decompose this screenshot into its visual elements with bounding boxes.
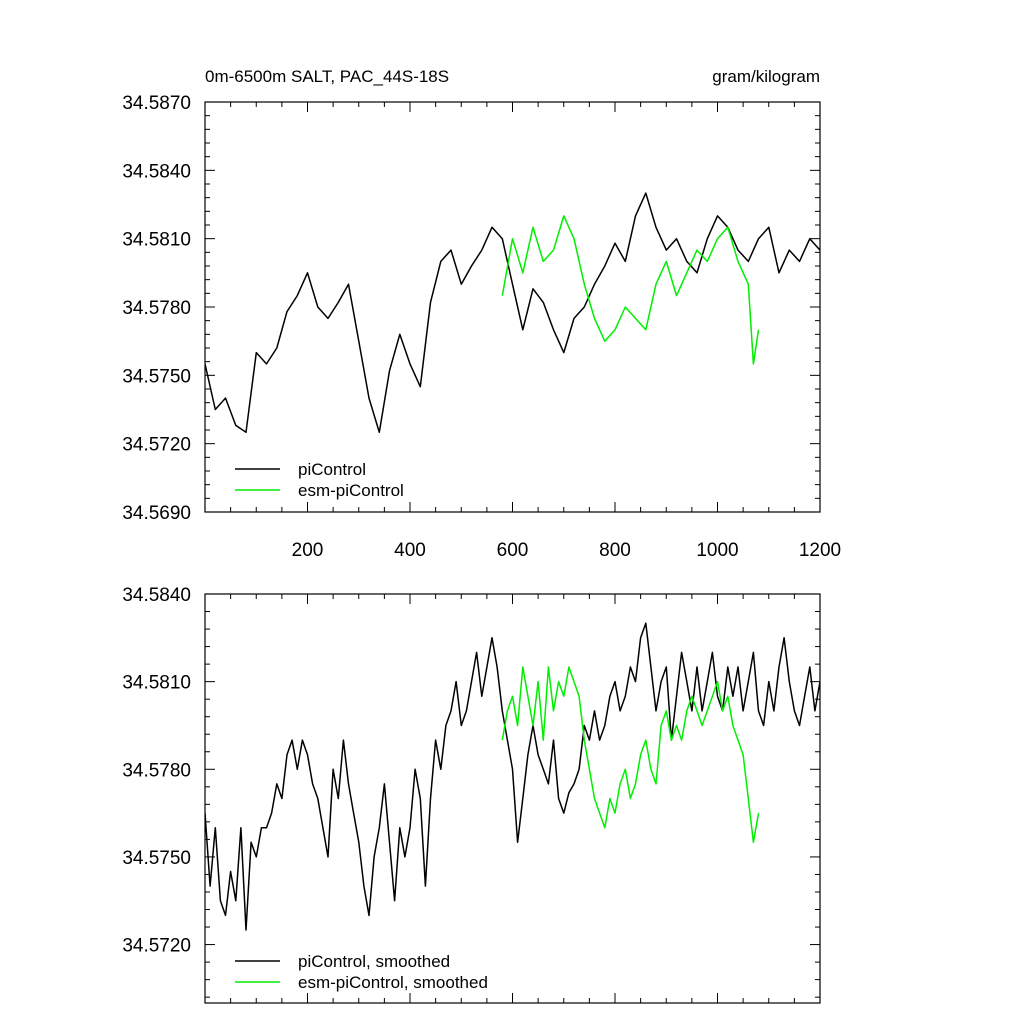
panel2-plot: 34.5720 34.5750 34.5780 34.5810 34.5840 — [122, 585, 821, 1004]
legend-label-picontrol: piControl — [298, 460, 366, 479]
panel1-series-line-1 — [501, 215, 760, 365]
panel2-series-line-0 — [205, 622, 820, 931]
panel1-xtick-label: 400 — [394, 540, 426, 561]
panel2-frame — [204, 593, 821, 1004]
panel1-ytick-label: 34.5750 — [122, 366, 191, 387]
panel1-xtick-label: 200 — [292, 540, 324, 561]
panel1-xtick-label: 800 — [599, 540, 631, 561]
legend-label-picontrol-smoothed: piControl, smoothed — [298, 952, 450, 971]
panel2-ytick-label: 34.5720 — [122, 936, 191, 957]
panel1-series-line-0 — [205, 192, 820, 434]
panel1-ytick-label: 34.5840 — [122, 161, 191, 182]
panel2-series-line-1 — [501, 666, 760, 844]
panel1-xtick-label: 1200 — [799, 540, 841, 561]
panel1-legend: piControl esm-piControl — [235, 460, 404, 500]
panel2-ytick-label: 34.5780 — [122, 760, 191, 781]
panel2-ytick-label: 34.5810 — [122, 673, 191, 694]
panel1-ytick-label: 34.5720 — [122, 435, 191, 456]
panel2-legend: piControl, smoothed esm-piControl, smoot… — [235, 952, 488, 992]
legend-label-esm-picontrol-smoothed: esm-piControl, smoothed — [298, 973, 488, 992]
panel1-title: 0m-6500m SALT, PAC_44S-18S — [205, 67, 449, 86]
panel2-ytick-label: 34.5750 — [122, 848, 191, 869]
legend-label-esm-picontrol: esm-piControl — [298, 481, 404, 500]
panel1-units: gram/kilogram — [712, 67, 820, 86]
panel1-ytick-label: 34.5690 — [122, 503, 191, 524]
panel1-xtick-label: 1000 — [696, 540, 738, 561]
panel1-ytick-label: 34.5810 — [122, 230, 191, 251]
panel2-ytick-label: 34.5840 — [122, 585, 191, 606]
panel1-plot: 200 400 600 800 1000 1200 34.5690 34.5720 34.575… — [122, 93, 841, 561]
panel1-frame — [204, 101, 821, 513]
panel1-ytick-label: 34.5780 — [122, 298, 191, 319]
panel1-xtick-label: 600 — [497, 540, 529, 561]
panel1-ytick-label: 34.5870 — [122, 93, 191, 114]
